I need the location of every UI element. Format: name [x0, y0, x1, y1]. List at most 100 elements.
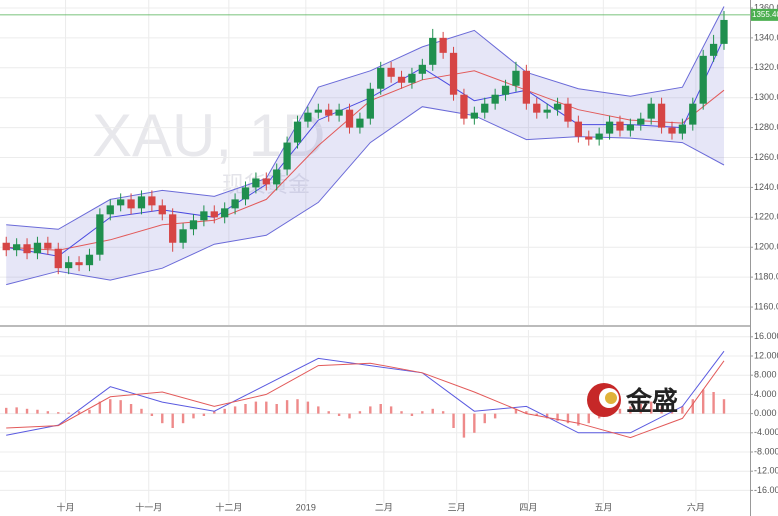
- macd-histogram-bar: [670, 411, 674, 414]
- candle-body: [169, 214, 177, 243]
- macd-histogram-bar: [98, 401, 102, 414]
- y-tick-label: 1340.00: [754, 32, 778, 42]
- macd-histogram-bar: [275, 404, 278, 414]
- candle-body: [325, 109, 333, 116]
- macd-histogram-bar: [77, 411, 81, 414]
- macd-histogram-bar: [566, 413, 570, 424]
- macd-histogram-bar: [400, 411, 403, 414]
- candle-body: [293, 121, 302, 143]
- macd-histogram-bar: [681, 406, 684, 414]
- candle-body: [314, 109, 322, 113]
- macd-histogram-bar: [358, 411, 362, 414]
- macd-histogram-bar: [25, 408, 29, 414]
- candle-body: [533, 103, 541, 113]
- candle-body: [501, 85, 510, 95]
- last-price-label: 1355.40: [752, 10, 778, 19]
- y-tick-label: 1240.00: [754, 182, 778, 192]
- candle-body: [304, 112, 312, 122]
- macd-histogram-bar: [441, 411, 445, 414]
- macd-histogram-bar: [88, 409, 91, 414]
- macd-histogram-bar: [15, 407, 18, 414]
- macd-histogram-bar: [639, 404, 642, 414]
- candle-body: [65, 262, 73, 269]
- macd-histogram-bar: [46, 411, 50, 414]
- candle-body: [117, 199, 125, 206]
- macd-histogram-bar: [5, 407, 8, 414]
- x-tick-label: 二月: [375, 502, 393, 512]
- candle-body: [709, 43, 718, 56]
- macd-histogram-bar: [712, 392, 715, 414]
- macd-histogram-bar: [67, 412, 70, 414]
- candle-body: [522, 70, 530, 104]
- macd-histogram-bar: [254, 401, 258, 414]
- y-tick-label: -4.000: [754, 427, 778, 437]
- candle-body: [678, 124, 687, 134]
- x-tick-label: 五月: [594, 502, 612, 512]
- x-tick-label: 十月: [57, 501, 75, 512]
- y-tick-label: 0.000: [754, 408, 777, 418]
- candle-body: [637, 118, 645, 125]
- candle-body: [231, 199, 239, 209]
- candle-body: [345, 109, 354, 128]
- y-tick-label: -12.000: [754, 466, 778, 476]
- macd-histogram-bar: [587, 413, 590, 424]
- candle-body: [543, 109, 551, 113]
- macd-histogram-bar: [525, 411, 528, 414]
- y-tick-label: 1220.00: [754, 212, 778, 222]
- candle-body: [408, 73, 416, 83]
- logo: 金盛: [587, 383, 678, 417]
- x-tick-label: 六月: [687, 501, 705, 512]
- last-price-tag: [751, 8, 778, 21]
- y-tick-label: 1300.00: [754, 92, 778, 102]
- macd-histogram-bar: [483, 413, 486, 424]
- candle-body: [262, 178, 270, 185]
- candle-body: [189, 220, 198, 230]
- y-tick-label: 1180.00: [754, 272, 778, 282]
- macd-histogram-bar: [161, 413, 164, 424]
- y-tick-label: -8.000: [754, 446, 778, 456]
- macd-histogram-bar: [722, 399, 726, 414]
- macd-histogram-bar: [202, 413, 206, 416]
- macd-histogram-bar: [577, 413, 580, 426]
- macd-histogram-bar: [119, 400, 122, 414]
- candle-body: [106, 205, 114, 215]
- candle-body: [23, 244, 31, 254]
- x-tick-label: 四月: [519, 502, 537, 512]
- macd-histogram-bar: [181, 413, 185, 424]
- candle-body: [699, 55, 707, 104]
- candle-body: [605, 121, 614, 134]
- macd-histogram-bar: [545, 413, 549, 419]
- macd-histogram-bar: [701, 389, 705, 414]
- macd-histogram-bar: [410, 413, 414, 416]
- candle-body: [377, 67, 385, 89]
- candle-body: [127, 199, 135, 209]
- macd-histogram-bar: [285, 400, 289, 414]
- candle-body: [647, 103, 655, 119]
- candle-body: [75, 262, 83, 266]
- macd-histogram-bar: [421, 411, 424, 414]
- x-tick-label: 三月: [448, 502, 466, 512]
- macd-histogram-bar: [629, 406, 632, 414]
- candle-body: [356, 118, 364, 128]
- candle-body: [366, 88, 374, 119]
- candle-body: [689, 103, 697, 125]
- candle-body: [54, 248, 62, 269]
- candle-body: [273, 169, 281, 185]
- macd-histogram-bar: [691, 399, 694, 414]
- macd-histogram-bar: [431, 408, 434, 414]
- macd-histogram-bar: [129, 404, 133, 414]
- macd-histogram-bar: [348, 413, 351, 419]
- candle-body: [335, 109, 343, 116]
- y-tick-label: 1280.00: [754, 122, 778, 132]
- macd-histogram-bar: [337, 413, 341, 416]
- macd-histogram-bar: [649, 401, 653, 414]
- candle-body: [449, 52, 458, 95]
- macd-histogram-bar: [233, 406, 237, 414]
- macd-histogram-bar: [452, 413, 455, 428]
- macd-histogram-bar: [57, 412, 60, 414]
- y-tick-label: 12.000: [754, 350, 778, 360]
- candle-body: [85, 254, 94, 266]
- candle-body: [564, 103, 572, 122]
- candle-body: [13, 244, 21, 251]
